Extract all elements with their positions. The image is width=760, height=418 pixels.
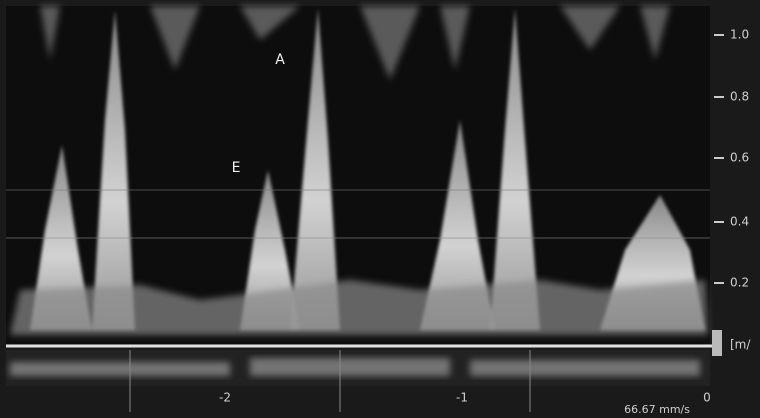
velocity-tick: 0.8 [730,90,749,104]
time-tick: 0 [703,391,711,405]
velocity-tick: 0.6 [730,151,749,165]
velocity-tick: 0.2 [730,276,749,290]
velocity-unit: [m/ [730,338,751,352]
velocity-tick: 0.4 [730,215,749,229]
velocity-tick: 1.0 [730,28,749,42]
time-tick: -1 [456,391,468,405]
time-tick: -2 [219,391,231,405]
scale-marker [712,330,722,356]
page: {"annotations": {"a_wave": "A", "e_wave"… [0,0,760,418]
sweep-speed: 66.67 mm/s [624,403,690,416]
doppler-display: A E 1.0 0.8 0.6 0.4 0.2 [m/ -2 -1 0 66.6… [0,0,760,418]
annotation-e: E [232,160,241,176]
annotation-a: A [275,52,285,68]
